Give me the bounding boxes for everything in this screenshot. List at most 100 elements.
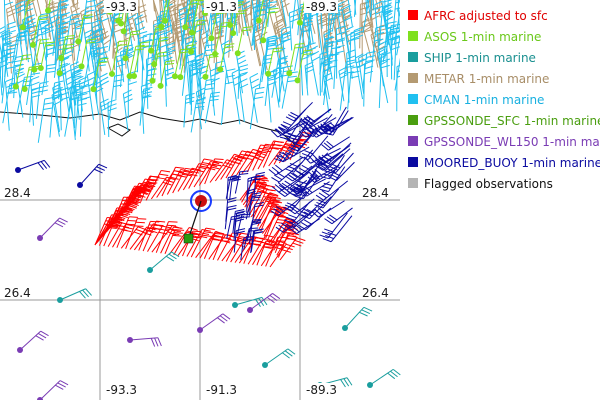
barb-stroke	[284, 143, 294, 148]
barb-stroke	[200, 80, 207, 119]
coastline	[0, 111, 301, 151]
barb-stroke	[359, 4, 361, 49]
barb-stroke	[62, 69, 72, 75]
barb-stroke	[190, 170, 200, 174]
barb-stroke	[389, 31, 399, 34]
station-dot	[120, 28, 127, 35]
barb-stroke	[306, 208, 315, 214]
legend-item-flagged[interactable]: Flagged observations	[408, 177, 553, 191]
barb-stroke	[137, 9, 147, 15]
barb-stroke	[275, 164, 283, 172]
legend-item-ship[interactable]: SHIP 1-min marine	[408, 51, 536, 65]
barb-stroke	[32, 16, 40, 45]
barb-stroke	[117, 188, 134, 219]
barb-stroke	[285, 142, 295, 146]
barb-stroke	[2, 47, 12, 52]
legend-item-afrc[interactable]: AFRC adjusted to sfc	[408, 9, 548, 23]
barb-stroke	[287, 149, 297, 154]
barb-stroke	[190, 0, 198, 34]
barb-stroke	[257, 140, 275, 170]
barb-stroke	[37, 162, 44, 171]
barb-stroke	[274, 243, 284, 246]
legend-item-cman[interactable]: CMAN 1-min marine	[408, 93, 544, 107]
barb-stroke	[226, 216, 232, 239]
barb-stroke	[350, 75, 360, 79]
legend-item-moored-buoy[interactable]: MOORED_BUOY 1-min marine	[408, 156, 600, 170]
barb-stroke	[267, 48, 274, 74]
barb-stroke	[284, 350, 293, 357]
barb-stroke	[33, 39, 41, 70]
barb-stroke	[36, 0, 42, 16]
barb-stroke	[282, 146, 310, 163]
barb-stroke	[325, 36, 335, 40]
barb-stroke	[256, 2, 266, 6]
barb-stroke	[245, 197, 252, 220]
barb-stroke	[282, 134, 304, 162]
barb-stroke	[6, 60, 16, 64]
barb-stroke	[173, 226, 183, 229]
barb-stroke	[129, 226, 148, 250]
barb-stroke	[39, 217, 60, 239]
barb-stroke	[170, 232, 180, 236]
barb-stroke	[279, 136, 289, 140]
barb-stroke	[311, 159, 320, 167]
barb-stroke	[38, 22, 48, 25]
barb-stroke	[268, 143, 286, 167]
legend-item-asos[interactable]: ASOS 1-min marine	[408, 30, 541, 44]
barb-stroke	[302, 53, 312, 56]
legend-item-metar[interactable]: METAR 1-min marine	[408, 72, 549, 86]
barb-stroke	[309, 196, 332, 220]
legend: AFRC adjusted to sfc ASOS 1-min marine S…	[400, 0, 600, 191]
barb-stroke	[382, 4, 392, 8]
barb-stroke	[70, 65, 76, 106]
barb-stroke	[71, 7, 80, 13]
barb-stroke	[301, 152, 311, 158]
barb-stroke	[383, 12, 393, 19]
barb-stroke	[84, 33, 90, 72]
barb-stroke	[221, 21, 231, 24]
barb-stroke	[378, 1, 384, 46]
station-dot	[148, 47, 155, 54]
barb-stroke	[281, 32, 291, 36]
barb-stroke	[159, 36, 169, 39]
legend-item-gpssonde-wl150[interactable]: GPSSONDE_WL150 1-min marine	[408, 135, 600, 149]
barb-stroke	[374, 0, 384, 5]
barb-stroke	[9, 82, 19, 85]
barb-stroke	[283, 214, 307, 233]
barb-stroke	[26, 14, 35, 20]
barb-stroke	[336, 39, 346, 43]
barb-stroke	[252, 240, 262, 242]
barb-stroke	[129, 46, 137, 77]
station-dot	[19, 24, 26, 31]
barb-stroke	[290, 144, 300, 149]
station-marker[interactable]	[183, 190, 212, 244]
barb-stroke	[101, 106, 110, 111]
barb-stroke	[321, 190, 330, 196]
barb-stroke	[318, 192, 327, 199]
barb-stroke	[243, 26, 253, 29]
barb-stroke	[273, 47, 283, 50]
barb-stroke	[251, 83, 260, 89]
barb-stroke	[78, 97, 88, 102]
barb-stroke	[178, 172, 189, 175]
barb-stroke	[319, 55, 329, 60]
barb-stroke	[238, 77, 245, 123]
barb-stroke	[311, 56, 321, 62]
barb-stroke	[233, 230, 237, 253]
barb-stroke	[285, 238, 296, 240]
barb-stroke	[82, 17, 93, 20]
barb-stroke	[336, 37, 346, 42]
barb-stroke	[95, 2, 104, 8]
barb-stroke	[300, 139, 309, 143]
barb-stroke	[97, 9, 106, 16]
barb-stroke	[186, 229, 203, 257]
barb-stroke	[314, 208, 322, 216]
lat-label-right-1: 28.4	[362, 186, 389, 200]
barb-stroke	[307, 176, 316, 184]
barb-stroke	[63, 50, 72, 56]
barb-stroke	[7, 12, 16, 17]
barb-stroke	[49, 8, 58, 14]
legend-item-gpssonde-sfc[interactable]: GPSSONDE_SFC 1-min marine	[408, 114, 600, 128]
barb-stroke	[138, 0, 140, 13]
